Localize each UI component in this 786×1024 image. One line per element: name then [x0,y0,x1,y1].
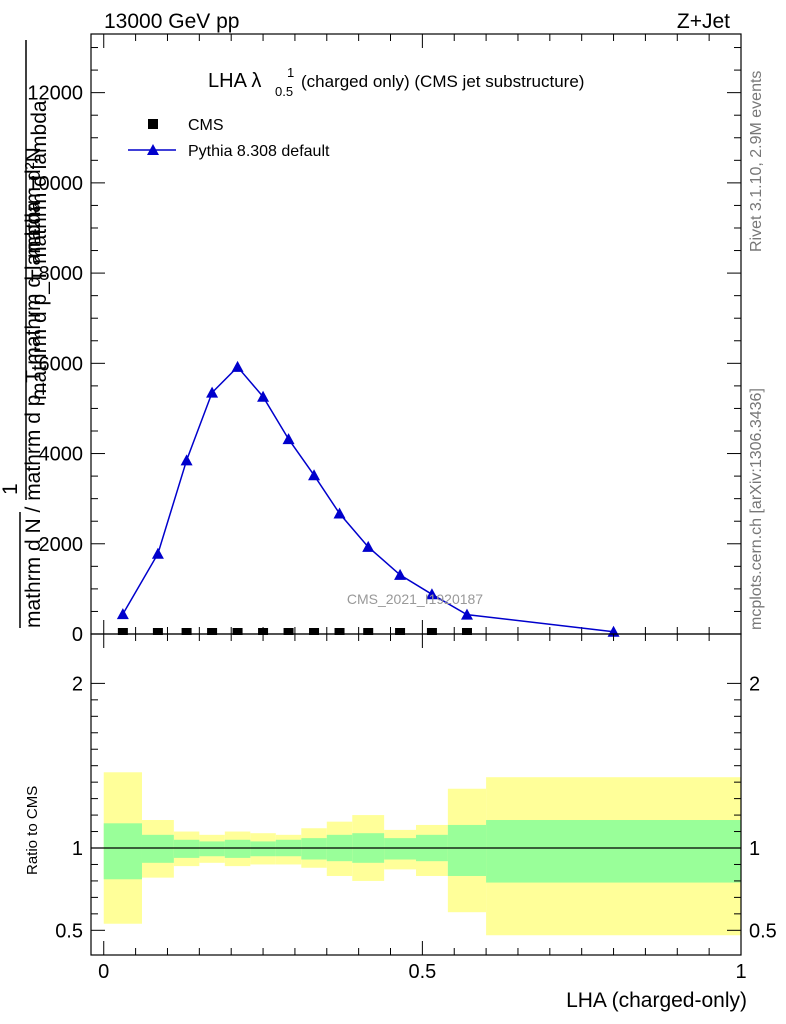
ylabel-denominator: mathrm d p_T mathrm d lambda [28,100,51,400]
ratio-ytick-label: 2 [72,673,83,695]
xtick-label: 0 [98,961,109,983]
upper-ytick-label: 4000 [39,444,84,466]
ratio-band-inner [173,839,200,858]
pythia-point [282,433,295,445]
cms-point [309,628,320,635]
pythia-point [231,360,244,372]
cms-point [152,628,163,635]
upper-ytick-label: 12000 [27,83,83,105]
ratio-panel: 0.5 0.51 12 20 0.5 1 [55,633,777,983]
xtick-label: 0.5 [408,961,436,983]
pythia-line [122,365,614,633]
legend-cms-label: CMS [188,117,224,134]
cms-point [232,628,243,635]
pythia-point [394,568,407,580]
pythia-point [425,588,438,600]
cms-point [181,628,192,635]
cms-point [395,628,406,635]
pythia-point [151,547,164,559]
title-sup: 1 [287,65,294,80]
upper-ytick-label: 2000 [39,534,84,556]
legend-pythia-marker [147,144,159,155]
pythia-point [333,507,346,519]
legend-cms-marker [148,119,158,129]
cms-point [258,628,269,635]
title-rest: (charged only) (CMS jet substructure) [301,72,584,91]
upper-ytick-label: 6000 [39,353,84,375]
header-energy: 13000 GeV pp [104,10,239,33]
pythia-point [180,454,193,466]
ratio-band-inner [486,820,741,883]
ratio-band-inner [224,839,251,858]
ratio-frame [90,633,742,956]
ratio-band-inner [199,841,225,857]
ratio-ytick-label: 1 [72,838,83,860]
cms-point [117,628,128,635]
pythia-point [206,386,219,398]
upper-panel: 0 2000 4000 6000 8000 10000 12000 [27,33,742,646]
ratio-band-inner [250,841,276,857]
cms-point [207,628,218,635]
ratio-band-inner [301,838,327,860]
cms-point [283,628,294,635]
cms-point [426,628,437,635]
ratio-ylabel: Ratio to CMS [24,786,41,875]
ylabel-numerator: mathrm d²N [22,147,45,258]
ratio-band-inner [103,823,142,880]
ratio-ytick-label-right: 2 [749,673,760,695]
ratio-band-inner [447,824,487,876]
header-process: Z+Jet [677,10,730,33]
ylabel-numerator-2: 1 [0,483,22,495]
upper-ytick-label: 0 [72,624,83,646]
xaxis-label: LHA (charged-only) [566,989,747,1012]
pythia-point [460,608,473,620]
ratio-ytick-label: 0.5 [55,920,83,942]
ratio-ytick-label-right: 1 [749,838,760,860]
ylabel-denominator-2: mathrm d N / mathrm d p_T mathrm d lambd… [22,201,45,628]
cms-point [334,628,345,635]
pythia-point [116,608,129,620]
pythia-point [362,540,375,552]
upper-ylabel: mathrm d²N mathrm d p_T mathrm d lambda … [0,40,51,628]
ratio-band-inner [384,838,416,860]
legend: CMS Pythia 8.308 default [128,117,330,160]
rivet-label: Rivet 3.1.10, 2.9M events [748,71,765,252]
ratio-band-inner [141,834,174,863]
upper-ytick-label: 8000 [39,263,84,285]
legend-pythia-label: Pythia 8.308 default [188,143,330,160]
watermark: CMS_2021_I1920187 [347,591,483,607]
cms-point [461,628,472,635]
pythia-point [257,390,270,402]
cms-point [363,628,374,635]
mcplots-label: mcplots.cern.ch [arXiv:1306.3436] [748,388,765,630]
xtick-label: 1 [735,961,746,983]
upper-ytick-label: 10000 [27,173,83,195]
title-sub: 0.5 [275,84,293,99]
title-main: LHA λ [208,70,261,92]
pythia-point [308,469,321,481]
ratio-ytick-label-right: 0.5 [749,920,777,942]
plot-title: LHA λ 1 0.5 (charged only) (CMS jet subs… [208,65,584,99]
